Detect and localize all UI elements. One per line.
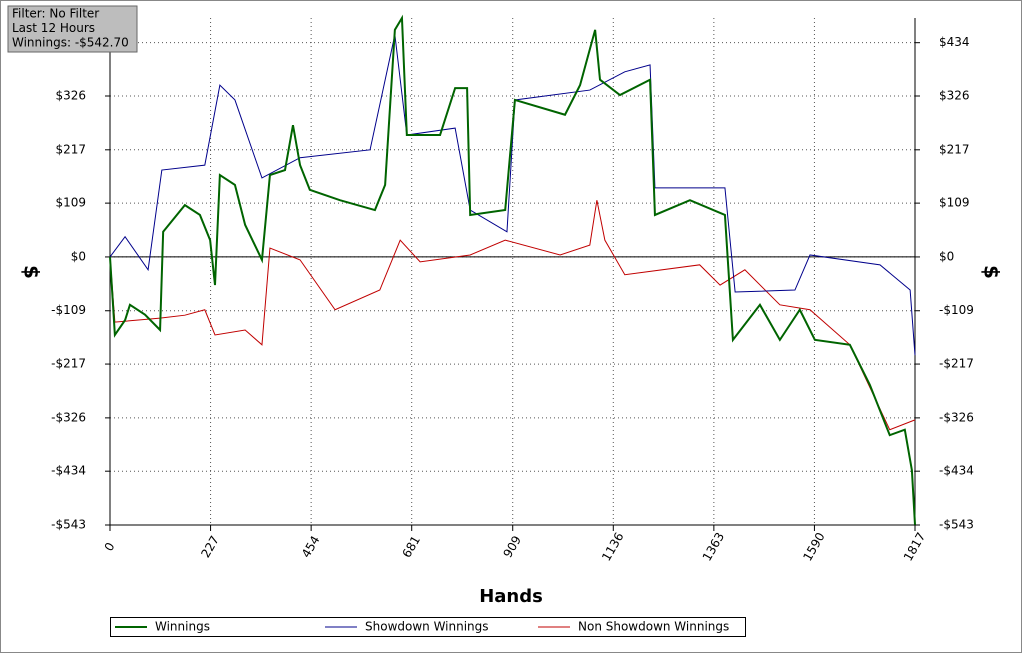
y2-tick-label: -$217 <box>939 357 974 371</box>
y2-tick-label: -$434 <box>939 464 974 478</box>
y2-tick-label: -$543 <box>939 518 974 532</box>
filter-box <box>7 5 138 53</box>
y-tick-label: -$326 <box>51 410 86 424</box>
legend-box <box>110 617 746 637</box>
y-tick-label: $0 <box>71 249 86 263</box>
y-tick-label: -$109 <box>51 303 86 317</box>
y-tick-label: -$434 <box>51 464 86 478</box>
y-axis-title: $ <box>20 265 44 279</box>
y2-tick-label: $217 <box>939 142 970 156</box>
filter-text: Winnings: -$542.70 <box>12 36 129 50</box>
filter-text: Filter: No Filter <box>12 7 99 21</box>
y2-tick-label: $326 <box>939 89 970 103</box>
y-tick-label: $109 <box>55 196 86 210</box>
y2-tick-label: $109 <box>939 196 970 210</box>
series-line <box>109 200 916 431</box>
legend-label: Non Showdown Winnings <box>578 620 729 634</box>
series-line <box>109 14 916 525</box>
y2-tick-label: $0 <box>939 249 954 263</box>
filter-text: Last 12 Hours <box>12 21 95 35</box>
x-axis-title: Hands <box>479 586 543 607</box>
y2-tick-label: -$326 <box>939 410 974 424</box>
legend-label: Showdown Winnings <box>365 620 489 634</box>
y-tick-label: -$217 <box>51 357 86 371</box>
y2-tick-label: $434 <box>939 35 970 49</box>
y-tick-label: -$543 <box>51 518 86 532</box>
y-tick-label: $217 <box>55 142 86 156</box>
y2-tick-label: -$109 <box>939 303 974 317</box>
y2-axis-title: $ <box>980 265 1004 279</box>
y-tick-label: $326 <box>55 89 86 103</box>
legend-label: Winnings <box>155 620 210 634</box>
